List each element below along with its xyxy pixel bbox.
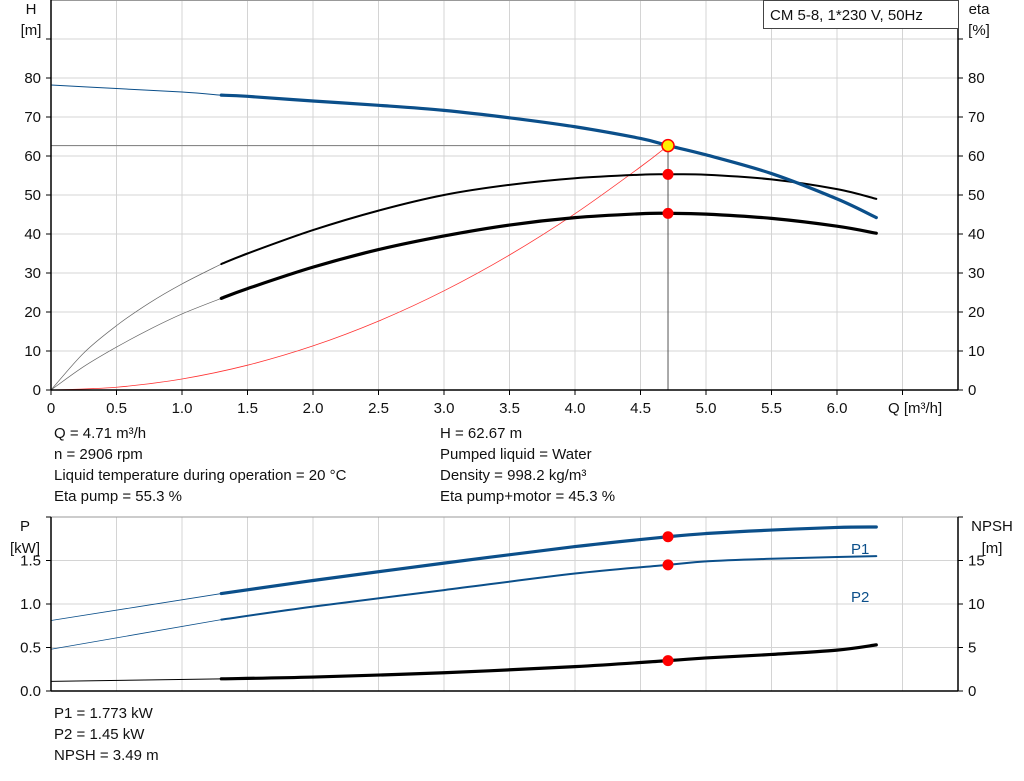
chart-title: CM 5-8, 1*230 V, 50Hz <box>770 7 923 24</box>
npsh-tick-label: 0 <box>968 683 976 700</box>
info-top-left: Q = 4.71 m³/h n = 2906 rpm Liquid temper… <box>54 423 346 507</box>
curve-eta_pump-extended <box>50 263 222 391</box>
y-tick-label: 60 <box>24 148 41 165</box>
info-density: Density = 998.2 kg/m³ <box>440 467 587 484</box>
curve-H-extended <box>50 84 222 96</box>
y2-tick-label: 10 <box>968 343 985 360</box>
info-eta-pump-motor: Eta pump+motor = 45.3 % <box>440 488 616 505</box>
curve-system <box>50 145 669 391</box>
bottom-grid <box>51 516 958 691</box>
bottom-curves <box>50 525 878 682</box>
axes: 0 0.5 1.0 1.5 2.0 2.5 3.0 3.5 4.0 4.5 5.0 5.5 6.0 0 10… <box>20 0 985 700</box>
y2-tick-label: 30 <box>968 265 985 282</box>
y2-unit-npsh: [m] <box>982 540 1003 557</box>
x-tick-label: 2.0 <box>303 400 324 417</box>
npsh-tick-label: 15 <box>968 553 985 570</box>
p-tick-label: 0.0 <box>20 683 41 700</box>
curve-P1 <box>219 525 878 596</box>
curve-P2 <box>220 555 878 621</box>
p-tick-label: 1.0 <box>20 596 41 613</box>
y2-tick-label: 0 <box>968 382 976 399</box>
y-tick-label: 0 <box>33 382 41 399</box>
y-tick-label: 30 <box>24 265 41 282</box>
y-tick-label: 50 <box>24 187 41 204</box>
curve-eta_pump <box>220 173 878 266</box>
x-tick-label: 1.5 <box>237 400 258 417</box>
y-tick-label: 40 <box>24 226 41 243</box>
y2-tick-label: 20 <box>968 304 985 321</box>
y2-tick-label: 80 <box>968 70 985 87</box>
info-q: Q = 4.71 m³/h <box>54 425 147 442</box>
top-curves <box>50 84 878 391</box>
y2-tick-label: 70 <box>968 109 985 126</box>
curve-H <box>219 93 878 220</box>
curve-NPSH <box>219 643 878 681</box>
x-label-q: Q [m³/h] <box>888 400 942 417</box>
x-tick-label: 0 <box>47 400 55 417</box>
x-tick-label: 2.5 <box>368 400 389 417</box>
top-grid <box>51 0 958 390</box>
info-npsh: NPSH = 3.49 m <box>54 747 159 764</box>
info-eta-pump: Eta pump = 55.3 % <box>54 488 182 505</box>
y2-label-eta: eta <box>969 1 991 18</box>
npsh-tick-label: 5 <box>968 640 976 657</box>
curve-eta_pump_motor-extended <box>50 298 222 391</box>
y2-label-npsh: NPSH <box>971 518 1013 535</box>
duty-point-h <box>661 138 675 153</box>
y-tick-label: 20 <box>24 304 41 321</box>
duty-point-npsh <box>662 655 674 667</box>
p-tick-label: 0.5 <box>20 640 41 657</box>
info-p1: P1 = 1.773 kW <box>54 705 153 722</box>
info-top-right: H = 62.67 m Pumped liquid = Water Densit… <box>440 423 615 507</box>
x-tick-label: 5.5 <box>761 400 782 417</box>
info-p2: P2 = 1.45 kW <box>54 726 145 743</box>
series-label-p1: P1 <box>851 541 869 558</box>
info-h: H = 62.67 m <box>440 425 523 442</box>
duty-point-eta-pump-motor <box>662 207 674 219</box>
info-liquid: Pumped liquid = Water <box>440 446 592 463</box>
x-tick-label: 1.0 <box>172 400 193 417</box>
info-speed: n = 2906 rpm <box>54 446 143 463</box>
x-tick-label: 4.5 <box>630 400 651 417</box>
info-bottom: P1 = 1.773 kW P2 = 1.45 kW NPSH = 3.49 m <box>54 703 159 766</box>
npsh-tick-label: 10 <box>968 596 985 613</box>
y-tick-label: 80 <box>24 70 41 87</box>
y-label-p: P <box>20 518 30 535</box>
series-label-p2: P2 <box>851 589 869 606</box>
curve-P1-extended <box>50 593 222 621</box>
duty-point-p1 <box>662 531 674 543</box>
duty-point-eta-pump <box>662 168 674 180</box>
y2-tick-label: 60 <box>968 148 985 165</box>
duty-point-p2 <box>662 559 674 571</box>
y-unit-p: [kW] <box>10 540 40 557</box>
y2-tick-label: 40 <box>968 226 985 243</box>
x-tick-label: 3.5 <box>499 400 520 417</box>
y-label-h: H <box>26 1 37 18</box>
x-tick-label: 5.0 <box>696 400 717 417</box>
y-tick-label: 70 <box>24 109 41 126</box>
y-tick-label: 10 <box>24 343 41 360</box>
curve-eta_pump_motor <box>219 211 878 300</box>
curve-NPSH-extended <box>50 678 222 682</box>
title-box <box>763 0 959 29</box>
x-tick-label: 0.5 <box>106 400 127 417</box>
y2-unit-eta: [%] <box>968 22 990 39</box>
info-liquid-temp: Liquid temperature during operation = 20… <box>54 467 347 484</box>
x-tick-label: 3.0 <box>434 400 455 417</box>
x-tick-label: 6.0 <box>827 400 848 417</box>
y2-tick-label: 50 <box>968 187 985 204</box>
p-tick-label: 1.5 <box>20 553 41 570</box>
y-unit-h: [m] <box>21 22 42 39</box>
x-tick-label: 4.0 <box>565 400 586 417</box>
curve-P2-extended <box>50 619 222 650</box>
